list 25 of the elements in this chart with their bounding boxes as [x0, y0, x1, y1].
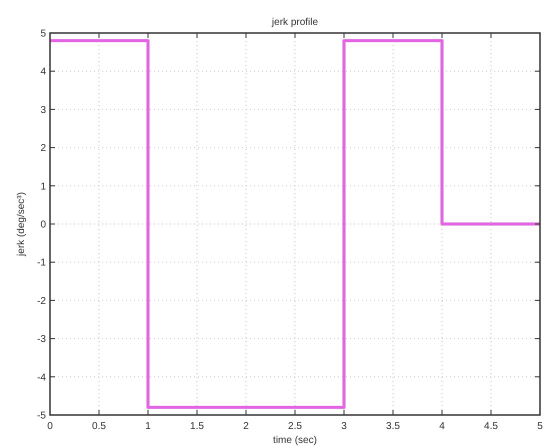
y-tick-label: 0	[40, 220, 46, 230]
y-tick-label: -5	[37, 410, 46, 422]
y-axis-title: jerk (deg/sec³)	[16, 192, 27, 257]
y-tick-label: 1	[40, 181, 46, 192]
x-tick-label: 3	[341, 421, 348, 432]
x-tick-label: 0	[47, 421, 54, 432]
x-tick-label: 1.5	[190, 421, 204, 432]
y-tick-label: -4	[37, 372, 46, 384]
y-tick-label: 2	[40, 143, 46, 154]
y-tick-label: 4	[40, 66, 46, 78]
x-tick-label: 5	[537, 421, 544, 432]
chart-title: jerk profile	[270, 17, 318, 28]
y-tick-label: -1	[37, 258, 46, 269]
x-axis-title: time (sec)	[273, 435, 317, 446]
x-tick-label: 0.5	[92, 421, 106, 432]
y-tick-label: 3	[40, 104, 46, 116]
x-tick-label: 2	[243, 421, 250, 432]
x-tick-label: 4.5	[484, 421, 498, 432]
y-tick-label: -2	[37, 296, 46, 307]
x-tick-label: 1	[145, 421, 152, 432]
y-tick-label: 5	[40, 28, 46, 40]
x-tick-label: 4	[439, 421, 446, 432]
x-tick-label: 2.5	[288, 421, 302, 432]
x-tick-label: 3.5	[386, 421, 400, 432]
y-tick-label: -3	[37, 334, 46, 346]
